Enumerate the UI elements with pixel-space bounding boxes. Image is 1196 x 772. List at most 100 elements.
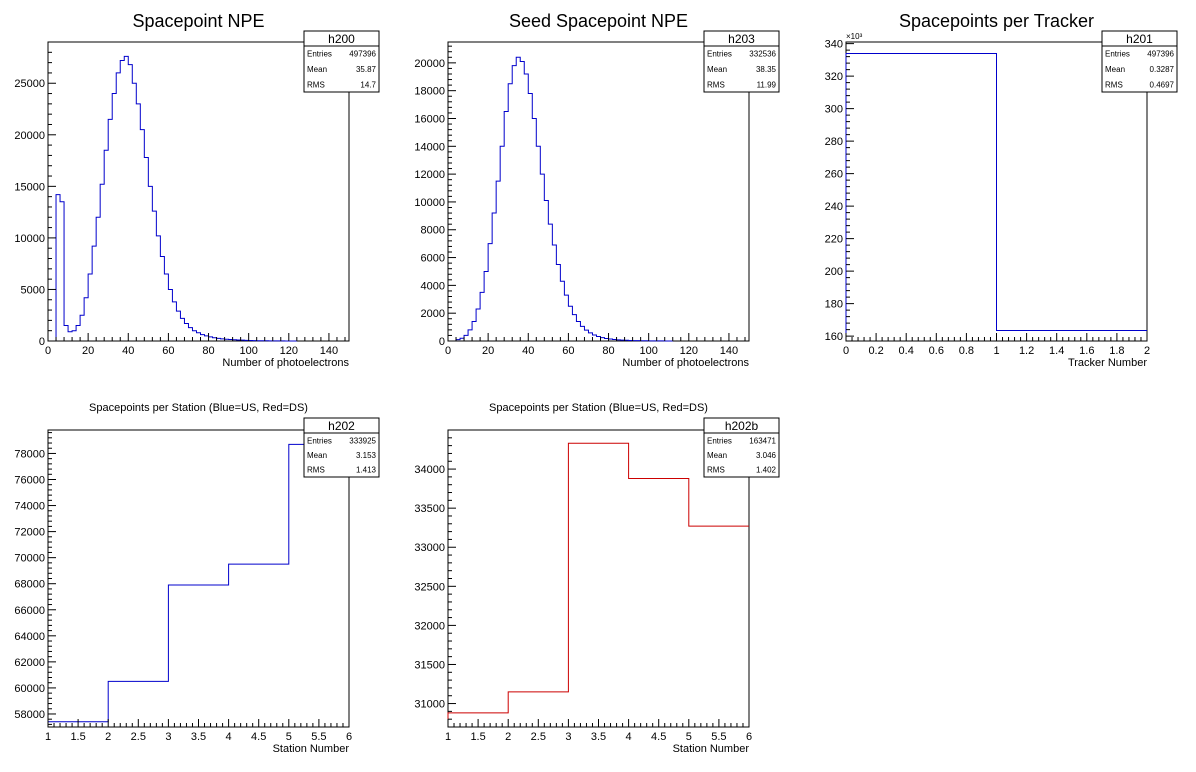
y-tick-label: 200: [825, 266, 843, 278]
y-tick-label: 33000: [414, 542, 445, 554]
stats-label: RMS: [1105, 80, 1123, 89]
x-tick-label: 1.8: [1109, 345, 1124, 357]
x-tick-label: 0: [445, 345, 451, 357]
x-axis-label: Number of photoelectrons: [622, 357, 749, 369]
chart-title: Spacepoints per Tracker: [899, 11, 1094, 31]
y-tick-label: 72000: [14, 527, 45, 539]
x-tick-label: 140: [720, 345, 738, 357]
y-tick-label: 2000: [421, 308, 445, 320]
stats-box: h200 Entries 497396 Mean 35.87 RMS 14.7: [303, 30, 380, 93]
y-tick-label: 66000: [14, 605, 45, 617]
stats-value: 3.153: [356, 451, 377, 460]
y-tick-label: 33500: [414, 503, 445, 515]
stats-value: 14.7: [360, 80, 376, 89]
x-tick-label: 120: [280, 345, 298, 357]
x-tick-label: 1: [445, 731, 451, 743]
stats-label: Entries: [307, 436, 332, 445]
x-tick-label: 5: [686, 731, 692, 743]
x-axis-label: Station Number: [273, 743, 350, 755]
y-tick-label: 220: [825, 234, 843, 246]
stats-value: 35.87: [356, 65, 377, 74]
x-tick-label: 120: [680, 345, 698, 357]
x-tick-label: 20: [482, 345, 494, 357]
stats-label: Mean: [707, 451, 727, 460]
x-tick-label: 5.5: [311, 731, 326, 743]
stats-value: 497396: [349, 50, 376, 59]
x-tick-label: 3.5: [191, 731, 206, 743]
x-axis-label: Number of photoelectrons: [222, 357, 349, 369]
chart-title: Spacepoint NPE: [132, 11, 264, 31]
y-tick-label: 18000: [414, 86, 445, 98]
x-tick-label: 2: [1144, 345, 1150, 357]
x-tick-label: 4: [226, 731, 232, 743]
x-tick-label: 4.5: [651, 731, 666, 743]
histogram-line: [845, 53, 1147, 341]
x-tick-label: 2: [105, 731, 111, 743]
y-tick-label: 70000: [14, 553, 45, 565]
histogram-h202b: Spacepoints per Station (Blue=US, Red=DS…: [414, 402, 780, 755]
y-tick-label: 64000: [14, 631, 45, 643]
stats-value: 11.99: [757, 80, 777, 89]
stats-name: h200: [328, 32, 355, 46]
x-tick-label: 2.5: [531, 731, 546, 743]
chart-title: Spacepoints per Station (Blue=US, Red=DS…: [489, 402, 708, 414]
stats-value: 0.3287: [1150, 65, 1175, 74]
y-tick-label: 280: [825, 136, 843, 148]
stats-label: Entries: [707, 436, 732, 445]
x-tick-label: 0: [843, 345, 849, 357]
y-tick-label: 320: [825, 71, 843, 83]
histogram-line: [55, 55, 298, 342]
y-tick-label: 240: [825, 201, 843, 213]
y-tick-label: 20000: [14, 130, 45, 142]
x-tick-label: 0.6: [929, 345, 944, 357]
stats-box-frame: [1101, 30, 1178, 93]
y-tick-label: 32000: [414, 620, 445, 632]
x-tick-label: 80: [602, 345, 614, 357]
y-tick-label: 60000: [14, 683, 45, 695]
x-tick-label: 1.4: [1049, 345, 1064, 357]
stats-value: 38.35: [756, 65, 777, 74]
y-tick-label: 10000: [414, 197, 445, 209]
x-tick-label: 1: [993, 345, 999, 357]
stats-name: h202: [328, 419, 355, 433]
stats-value: 0.4697: [1150, 80, 1175, 89]
x-tick-label: 1.6: [1079, 345, 1094, 357]
x-axis-label: Tracker Number: [1068, 357, 1147, 369]
y-tick-label: 25000: [14, 78, 45, 90]
stats-value: 1.413: [356, 466, 377, 475]
x-tick-label: 3: [165, 731, 171, 743]
x-tick-label: 1.2: [1019, 345, 1034, 357]
y-tick-label: 160: [825, 331, 843, 343]
x-tick-label: 80: [202, 345, 214, 357]
stats-box: h203 Entries 332536 Mean 38.35 RMS 11.99: [703, 30, 780, 93]
x-tick-label: 4: [626, 731, 632, 743]
y-tick-label: 34000: [414, 464, 445, 476]
y-tick-label: 20000: [414, 58, 445, 70]
x-tick-label: 4.5: [251, 731, 266, 743]
x-tick-label: 40: [122, 345, 134, 357]
stats-name: h203: [728, 32, 755, 46]
stats-value: 3.046: [756, 451, 777, 460]
x-tick-label: 2.5: [131, 731, 146, 743]
stats-box-frame: [303, 30, 380, 93]
x-tick-label: 1.5: [70, 731, 85, 743]
stats-name: h202b: [725, 419, 759, 433]
y-tick-label: 74000: [14, 501, 45, 513]
y-tick-label: 31000: [414, 699, 445, 711]
x-tick-label: 140: [320, 345, 338, 357]
stats-value: 497396: [1147, 50, 1174, 59]
stats-label: Mean: [307, 65, 327, 74]
x-tick-label: 1.5: [470, 731, 485, 743]
stats-value: 333925: [349, 436, 376, 445]
stats-box-frame: [703, 30, 780, 93]
x-tick-label: 100: [639, 345, 657, 357]
y-tick-label: 4000: [421, 280, 445, 292]
x-tick-label: 5.5: [711, 731, 726, 743]
x-tick-label: 5: [286, 731, 292, 743]
x-axis-label: Station Number: [673, 743, 750, 755]
stats-label: Entries: [1105, 50, 1130, 59]
y-tick-label: 78000: [14, 448, 45, 460]
stats-label: RMS: [307, 466, 325, 475]
chart-title: Spacepoints per Station (Blue=US, Red=DS…: [89, 402, 308, 414]
histogram-h203: Seed Spacepoint NPE 0 20 40 60 80 100 120 140 0 20…: [414, 11, 780, 369]
